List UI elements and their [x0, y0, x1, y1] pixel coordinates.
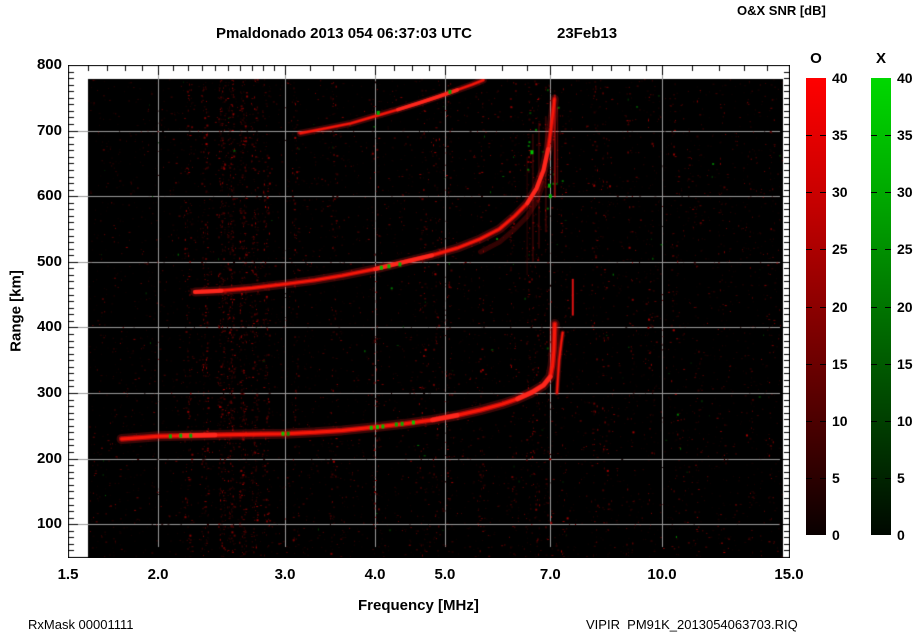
colorbar-tick-dash: [820, 192, 826, 194]
colorbar-tick-dash: [871, 249, 877, 251]
colorbar-tick-dash: [885, 249, 891, 251]
colorbar-tick-dash: [806, 135, 812, 137]
colorbar-tick-label: 5: [832, 469, 840, 486]
colorbar-tick-label: 35: [897, 127, 913, 144]
colorbar-tick-dash: [871, 135, 877, 137]
colorbar-tick-dash: [871, 306, 877, 308]
colorbar-tick-dash: [871, 477, 877, 479]
colorbar-tick-dash: [885, 306, 891, 308]
colorbar-tick-dash: [885, 363, 891, 365]
filename-footer: VIPIR PM91K_2013054063703.RIQ: [586, 617, 798, 632]
y-tick-label: 500: [36, 252, 62, 270]
colorbar-tick-dash: [806, 477, 812, 479]
colorbar-tick-dash: [885, 477, 891, 479]
colorbar-tick-label: 30: [897, 184, 913, 201]
x-tick-label: 10.0: [647, 566, 677, 583]
ionogram-plot-canvas: [68, 65, 790, 558]
colorbar-tick-dash: [806, 249, 812, 251]
date-label: 23Feb13: [557, 25, 618, 42]
y-tick-label: 800: [36, 56, 62, 73]
colorbar-tick-dash: [871, 192, 877, 194]
colorbar-tick-label: 20: [897, 298, 913, 315]
x-tick-label: 5.0: [434, 566, 456, 583]
colorbar-tick-dash: [820, 306, 826, 308]
colorbar-tick-dash: [820, 477, 826, 479]
colorbar-tick-label: 25: [897, 241, 913, 258]
colorbar-tick-dash: [820, 249, 826, 251]
colorbar-tick-label: 0: [897, 527, 905, 543]
colorbar-title: O&X SNR [dB]: [737, 3, 826, 18]
y-tick-label: 700: [36, 121, 62, 139]
y-axis-label: Range [km]: [7, 270, 25, 352]
colorbar-tick-dash: [820, 363, 826, 365]
colorbar-tick-label: 10: [897, 412, 913, 429]
colorbar-tick-label: 10: [832, 412, 848, 429]
colorbar-tick-dash: [806, 363, 812, 365]
colorbar-tick-dash: [806, 306, 812, 308]
x-tick-label: 15.0: [774, 566, 804, 583]
colorbar-tick-label: 0: [832, 527, 840, 543]
colorbar-tick-label: 25: [832, 241, 848, 258]
y-tick-label: 400: [36, 318, 62, 336]
colorbar-tick-dash: [806, 192, 812, 194]
colorbar-tick-label: 15: [832, 355, 848, 372]
colorbar-tick-dash: [820, 420, 826, 422]
page-title: Pmaldonado 2013 054 06:37:03 UTC: [216, 25, 472, 42]
x-tick-label: 3.0: [274, 566, 296, 583]
colorbar-tick-dash: [820, 135, 826, 137]
colorbar-tick-label: 40: [832, 70, 848, 86]
x-axis-label: Frequency [MHz]: [358, 597, 479, 614]
colorbar-tick-dash: [885, 135, 891, 137]
y-tick-label: 600: [36, 187, 62, 205]
colorbar-tick-dash: [871, 420, 877, 422]
colorbar-tick-label: 5: [897, 469, 905, 486]
y-tick-label: 100: [36, 515, 62, 533]
x-tick-label: 2.0: [147, 566, 169, 583]
y-tick-label: 200: [36, 449, 62, 467]
colorbar-tick-label: 35: [832, 127, 848, 144]
x-tick-label: 1.5: [57, 566, 79, 583]
colorbar-tick-dash: [806, 420, 812, 422]
colorbar-tick-dash: [885, 420, 891, 422]
colorbar-tick-label: 15: [897, 355, 913, 372]
x-tick-label: 4.0: [364, 566, 386, 583]
colorbar-tick-dash: [871, 363, 877, 365]
y-tick-label: 300: [36, 384, 62, 401]
colorbar-x-label: X: [875, 50, 887, 67]
colorbar-tick-label: 20: [832, 298, 848, 315]
colorbar-tick-label: 40: [897, 70, 913, 86]
rxmask-footer: RxMask 00001111: [28, 617, 134, 632]
colorbar-tick-label: 30: [832, 184, 848, 201]
colorbar-o-label: O: [810, 50, 822, 67]
x-tick-label: 7.0: [539, 566, 561, 583]
colorbar-tick-dash: [885, 192, 891, 194]
